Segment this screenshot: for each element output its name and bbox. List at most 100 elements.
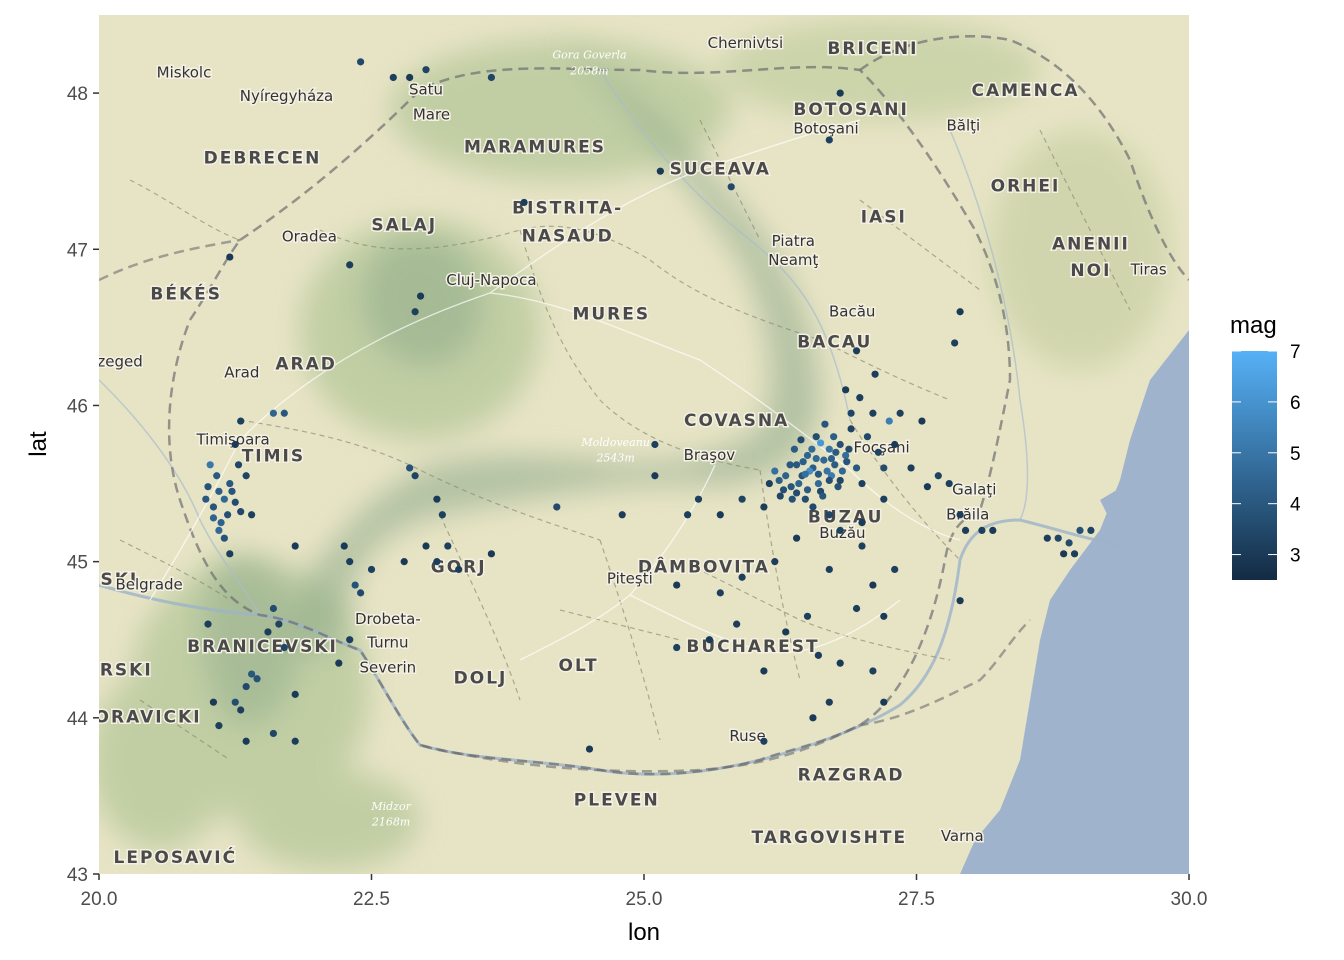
- earthquake-point: [673, 581, 680, 588]
- earthquake-point: [406, 464, 413, 471]
- earthquake-point: [1071, 550, 1078, 557]
- earthquake-point: [619, 511, 626, 518]
- region-label: CAMENCA: [971, 81, 1079, 101]
- earthquake-point: [880, 613, 887, 620]
- peak-label: 2058m: [569, 64, 608, 77]
- earthquake-point: [221, 496, 228, 503]
- earthquake-point: [760, 667, 767, 674]
- earthquake-point: [793, 461, 800, 468]
- earthquake-point: [837, 477, 844, 484]
- earthquake-point: [821, 421, 828, 428]
- earthquake-point: [217, 519, 224, 526]
- earthquake-point: [417, 293, 424, 300]
- earthquake-point: [848, 425, 855, 432]
- earthquake-point: [1055, 535, 1062, 542]
- earthquake-point: [232, 441, 239, 448]
- earthquake-point: [826, 699, 833, 706]
- earthquake-point: [766, 480, 773, 487]
- region-label: LEPOSAVIĆ: [114, 846, 238, 868]
- earthquake-point: [858, 519, 865, 526]
- earthquake-point: [717, 589, 724, 596]
- y-tick-label: 44: [67, 709, 89, 730]
- earthquake-point: [390, 74, 397, 81]
- earthquake-point: [422, 542, 429, 549]
- earthquake-point: [802, 471, 809, 478]
- earthquake-point: [673, 644, 680, 651]
- earthquake-point: [918, 417, 925, 424]
- earthquake-point: [782, 472, 789, 479]
- city-label: Tiras: [1130, 260, 1167, 278]
- city-label: Belgrade: [115, 576, 182, 594]
- city-label: Turnu: [366, 634, 408, 652]
- earthquake-point: [891, 566, 898, 573]
- earthquake-point: [837, 441, 844, 448]
- y-tick-label: 43: [67, 865, 88, 886]
- city-label: Oradea: [282, 227, 337, 245]
- earthquake-point: [809, 714, 816, 721]
- city-label: Bălţi: [947, 117, 981, 135]
- earthquake-point: [586, 745, 593, 752]
- earthquake-point: [401, 558, 408, 565]
- earthquake-point: [335, 660, 342, 667]
- earthquake-point: [957, 597, 964, 604]
- earthquake-point: [957, 308, 964, 315]
- earthquake-point: [488, 550, 495, 557]
- region-label: SUCEAVA: [670, 159, 771, 179]
- earthquake-point: [352, 581, 359, 588]
- earthquake-point: [828, 455, 835, 462]
- earthquake-point: [357, 589, 364, 596]
- earthquake-point: [951, 339, 958, 346]
- earthquake-point: [800, 458, 807, 465]
- earthquake-point: [248, 670, 255, 677]
- earthquake-point: [831, 461, 838, 468]
- city-label: Ruse: [729, 727, 765, 745]
- earthquake-point: [837, 89, 844, 96]
- earthquake-point: [232, 699, 239, 706]
- earthquake-point: [826, 136, 833, 143]
- earthquake-point: [793, 489, 800, 496]
- legend-tick-label: 7: [1290, 342, 1301, 363]
- legend-tick-label: 5: [1290, 444, 1301, 465]
- region-label: IASI: [861, 208, 907, 228]
- earthquake-point: [858, 480, 865, 487]
- x-tick-label: 30.0: [1171, 889, 1208, 910]
- earthquake-point: [270, 410, 277, 417]
- earthquake-point: [207, 461, 214, 468]
- earthquake-point: [733, 621, 740, 628]
- earthquake-point: [853, 464, 860, 471]
- y-axis: 434445464748: [67, 84, 99, 886]
- legend-tick-label: 3: [1290, 546, 1301, 567]
- region-label: MURES: [572, 305, 650, 325]
- earthquake-point: [235, 461, 242, 468]
- region-label: BACAU: [797, 333, 872, 353]
- earthquake-point: [226, 253, 233, 260]
- earthquake-point: [813, 455, 820, 462]
- city-label: Brăila: [946, 505, 989, 523]
- earthquake-point: [1076, 527, 1083, 534]
- region-label: BRICENI: [827, 39, 918, 59]
- earthquake-point: [717, 511, 724, 518]
- earthquake-point: [346, 636, 353, 643]
- legend-tick-label: 4: [1290, 495, 1301, 516]
- region-label: NOI: [1070, 261, 1111, 281]
- earthquake-point: [793, 535, 800, 542]
- y-tick-label: 48: [67, 84, 88, 105]
- region-label: BOTOSANI: [793, 100, 908, 120]
- earthquake-point: [891, 441, 898, 448]
- earthquake-point: [651, 441, 658, 448]
- city-label: Chernivtsi: [708, 34, 784, 52]
- earthquake-point: [204, 483, 211, 490]
- earthquake-point: [842, 452, 849, 459]
- earthquake-point: [834, 483, 841, 490]
- earthquake-point: [845, 446, 852, 453]
- earthquake-point: [228, 488, 235, 495]
- legend-tick-label: 6: [1290, 393, 1301, 414]
- earthquake-point: [826, 477, 833, 484]
- earthquake-point: [346, 261, 353, 268]
- x-tick-label: 27.5: [898, 889, 935, 910]
- earthquake-point: [853, 347, 860, 354]
- earthquake-point: [215, 488, 222, 495]
- region-label: RAZGRAD: [798, 765, 905, 785]
- earthquake-point: [804, 613, 811, 620]
- earthquake-point: [864, 433, 871, 440]
